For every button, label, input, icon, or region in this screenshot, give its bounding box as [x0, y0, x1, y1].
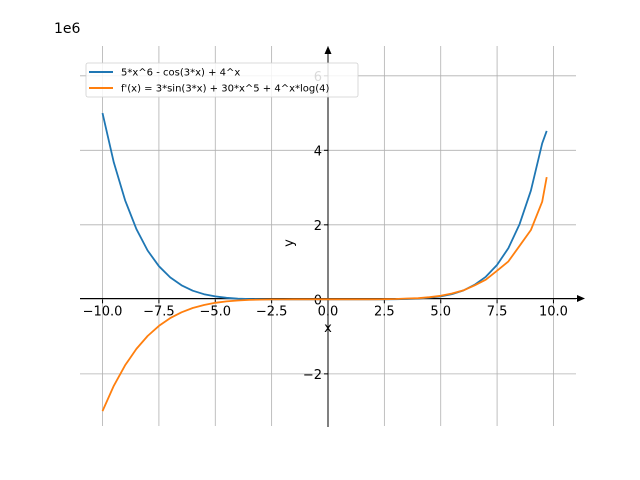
x-tick-label-7: 7.5 — [487, 304, 508, 319]
y-axis-arrow — [324, 46, 332, 54]
y-tick-label-1: 0 — [314, 293, 322, 308]
y-offset-label: 1e6 — [54, 21, 81, 37]
x-axis-label: x — [324, 321, 332, 336]
x-tick-label-6: 5.0 — [430, 304, 451, 319]
axes — [80, 46, 585, 427]
x-tick-label-5: 2.5 — [374, 304, 395, 319]
x-tick-label-0: −10.0 — [83, 304, 123, 319]
y-tick-label-2: 2 — [314, 219, 322, 234]
x-tick-label-3: −2.5 — [256, 304, 288, 319]
legend-box — [85, 62, 359, 98]
series-lines — [101, 112, 548, 412]
ticks: −10.0−7.5−5.0−2.50.02.55.07.510.0−20246 — [83, 70, 568, 383]
legend-label-1: 5*x^6 - cos(3*x) + 4^x — [121, 68, 240, 79]
x-tick-label-1: −7.5 — [143, 304, 175, 319]
series-line-2 — [101, 176, 548, 412]
y-tick-label-0: −2 — [303, 368, 322, 383]
y-tick-label-3: 4 — [314, 144, 322, 159]
x-tick-label-8: 10.0 — [539, 304, 568, 319]
x-axis-arrow — [577, 295, 585, 302]
x-tick-label-2: −5.0 — [199, 304, 231, 319]
legend: 5*x^6 - cos(3*x) + 4^x f'(x) = 3*sin(3*x… — [85, 62, 359, 98]
x-tick-label-4: 0.0 — [318, 304, 339, 319]
legend-label-2: f'(x) = 3*sin(3*x) + 30*x^5 + 4^x*log(4) — [121, 84, 330, 95]
y-axis-label: y — [282, 239, 297, 247]
series-line-1 — [101, 112, 548, 301]
